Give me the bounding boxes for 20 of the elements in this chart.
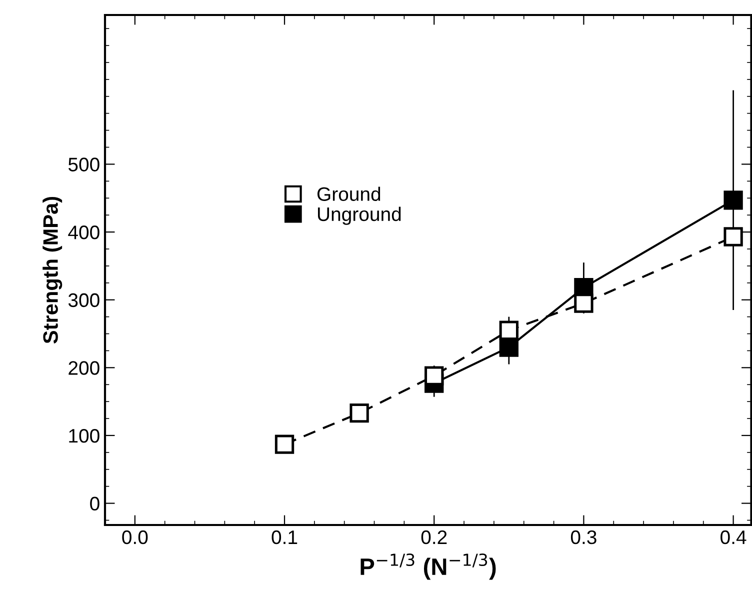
y-tick-label: 300 — [68, 293, 100, 308]
legend-label: Ground — [317, 186, 380, 201]
x-tick-label: 0.3 — [570, 530, 596, 544]
y-axis-title: Strength (MPa) — [42, 196, 62, 344]
y-tick-label: 0 — [90, 496, 100, 511]
y-tick-label: 100 — [69, 428, 100, 443]
x-tick-label: 0.0 — [122, 530, 148, 544]
point — [350, 404, 369, 423]
legend-label: Unground — [318, 206, 401, 225]
point — [499, 320, 518, 340]
point — [274, 434, 294, 454]
x-tick-label: 0.1 — [272, 530, 298, 544]
point — [724, 227, 743, 246]
x-axis-title: P$^{−1/3}$ (N$^{−1/3}$) — [360, 554, 496, 580]
y-tick-label: 400 — [68, 225, 100, 240]
x-tick-label: 0.2 — [421, 530, 447, 544]
y-tick-label: 200 — [68, 361, 100, 375]
point — [724, 190, 743, 210]
x-tick-label: 0.4 — [720, 530, 746, 544]
y-tick-label: 500 — [68, 158, 100, 172]
